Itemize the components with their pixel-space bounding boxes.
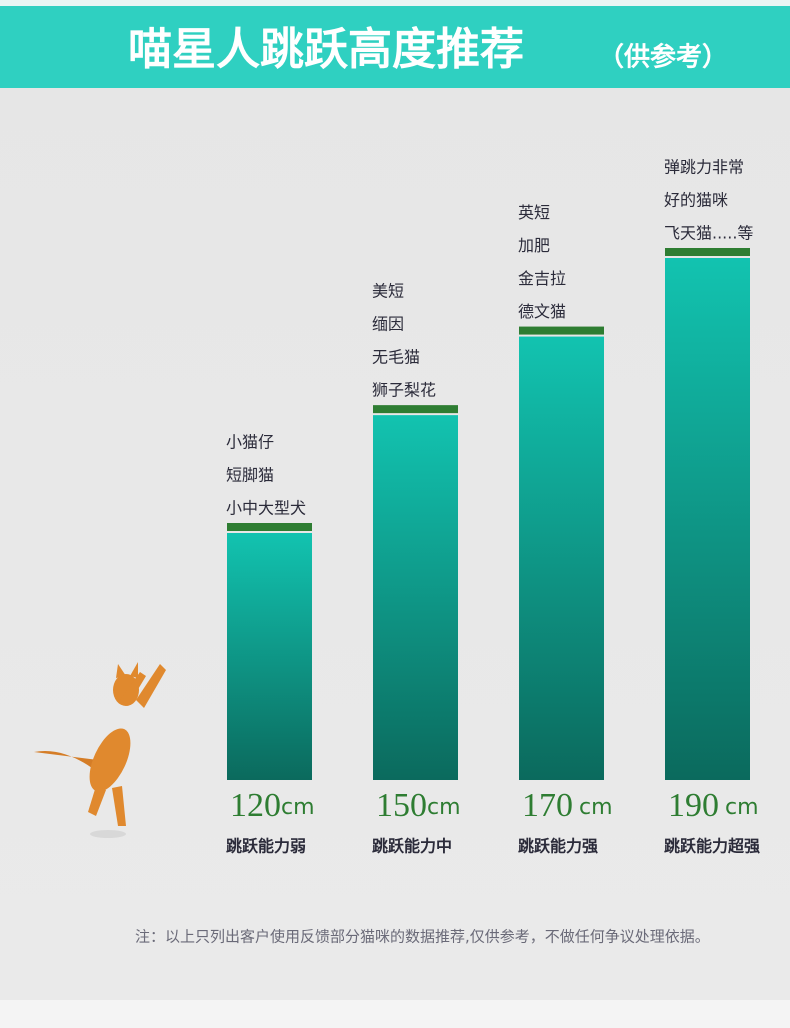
breed-label: 缅因 <box>372 315 404 334</box>
breed-label: 德文猫 <box>518 302 566 321</box>
value-unit: cm <box>579 795 613 820</box>
bar <box>519 336 604 780</box>
value-label: 150cm <box>376 787 461 824</box>
category-label: 跳跃能力中 <box>372 837 452 856</box>
breed-label: 弹跳力非常 <box>664 158 744 177</box>
bottom-strip <box>0 1000 790 1028</box>
breed-label: 短脚猫 <box>226 466 274 485</box>
breed-label: 英短 <box>518 203 550 222</box>
breed-label: 加肥 <box>518 236 550 255</box>
breed-label: 狮子梨花 <box>372 381 436 400</box>
value-unit: cm <box>427 795 461 820</box>
breed-label: 无毛猫 <box>372 348 420 367</box>
breed-label: 金吉拉 <box>518 269 566 288</box>
value-label: 190 cm <box>668 787 759 824</box>
breed-label: 飞天猫.....等 <box>664 224 753 243</box>
value-number: 150 <box>376 787 427 824</box>
value-number: 190 <box>668 787 719 824</box>
value-unit: cm <box>725 795 759 820</box>
value-number: 120 <box>230 787 281 824</box>
header-top-strip <box>0 0 790 6</box>
breed-label: 美短 <box>372 282 404 301</box>
breed-label: 好的猫咪 <box>664 191 728 210</box>
value-label: 170 cm <box>522 787 613 824</box>
breed-label: 小猫仔 <box>226 433 274 452</box>
bar-cap <box>373 405 458 414</box>
value-number: 170 <box>522 787 573 824</box>
category-label: 跳跃能力弱 <box>226 837 306 856</box>
bar <box>373 415 458 780</box>
chart-subtitle: （供参考） <box>598 42 728 73</box>
category-label: 跳跃能力超强 <box>664 837 760 856</box>
bar <box>665 258 750 780</box>
bar <box>227 533 312 780</box>
value-label: 120cm <box>230 787 315 824</box>
bar-cap <box>665 248 750 256</box>
bar-cap <box>227 523 312 531</box>
bar-cap <box>519 326 604 335</box>
chart-title: 喵星人跳跃高度推荐 <box>128 24 524 75</box>
breed-label: 小中大型犬 <box>226 499 306 518</box>
category-label: 跳跃能力强 <box>518 837 598 856</box>
cat-illustration <box>34 662 166 838</box>
footnote: 注：以上只列出客户使用反馈部分猫咪的数据推荐,仅供参考，不做任何争议处理依据。 <box>135 928 710 946</box>
value-unit: cm <box>281 795 315 820</box>
header-band <box>0 0 790 88</box>
